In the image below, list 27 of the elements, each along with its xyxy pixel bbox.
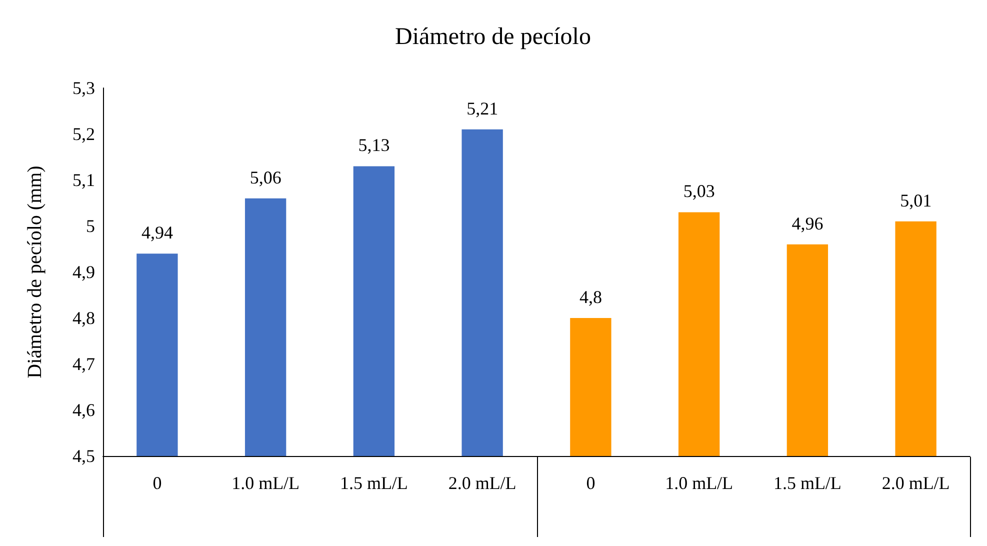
- y-tick-label: 5,2: [72, 124, 95, 144]
- y-tick-label: 4,5: [72, 446, 95, 466]
- x-tick-label: 1.0 mL/L: [665, 473, 734, 493]
- x-tick-label: 1.0 mL/L: [232, 473, 300, 493]
- y-axis-title: Diámetro de pecíolo (mm): [24, 166, 46, 378]
- x-tick-label: 2.0 mL/L: [448, 473, 516, 493]
- data-label: 4,96: [792, 213, 824, 234]
- data-label: 5,03: [683, 181, 715, 202]
- y-tick-label: 5,3: [72, 78, 95, 98]
- x-tick-label: 1.5 mL/L: [340, 473, 408, 493]
- y-tick-label: 5: [86, 216, 95, 236]
- data-label: 4,8: [579, 287, 602, 307]
- data-label: 5,06: [250, 167, 282, 188]
- y-tick-label: 4,6: [72, 400, 95, 420]
- chart-title: Diámetro de pecíolo: [395, 24, 591, 50]
- data-label: 5,13: [358, 135, 390, 156]
- x-tick-label: 1.5 mL/L: [773, 473, 842, 493]
- x-tick-label: 0: [152, 473, 162, 493]
- y-tick-label: 4,8: [72, 308, 95, 328]
- x-tick-label: 0: [586, 473, 596, 493]
- data-label: 4,94: [141, 222, 173, 243]
- data-label: 5,01: [900, 190, 932, 210]
- data-label: 5,21: [466, 98, 498, 118]
- y-tick-label: 4,9: [72, 262, 95, 282]
- y-tick-label: 4,7: [72, 354, 95, 374]
- y-tick-label: 5,1: [72, 170, 95, 190]
- x-tick-label: 2.0 mL/L: [882, 473, 950, 493]
